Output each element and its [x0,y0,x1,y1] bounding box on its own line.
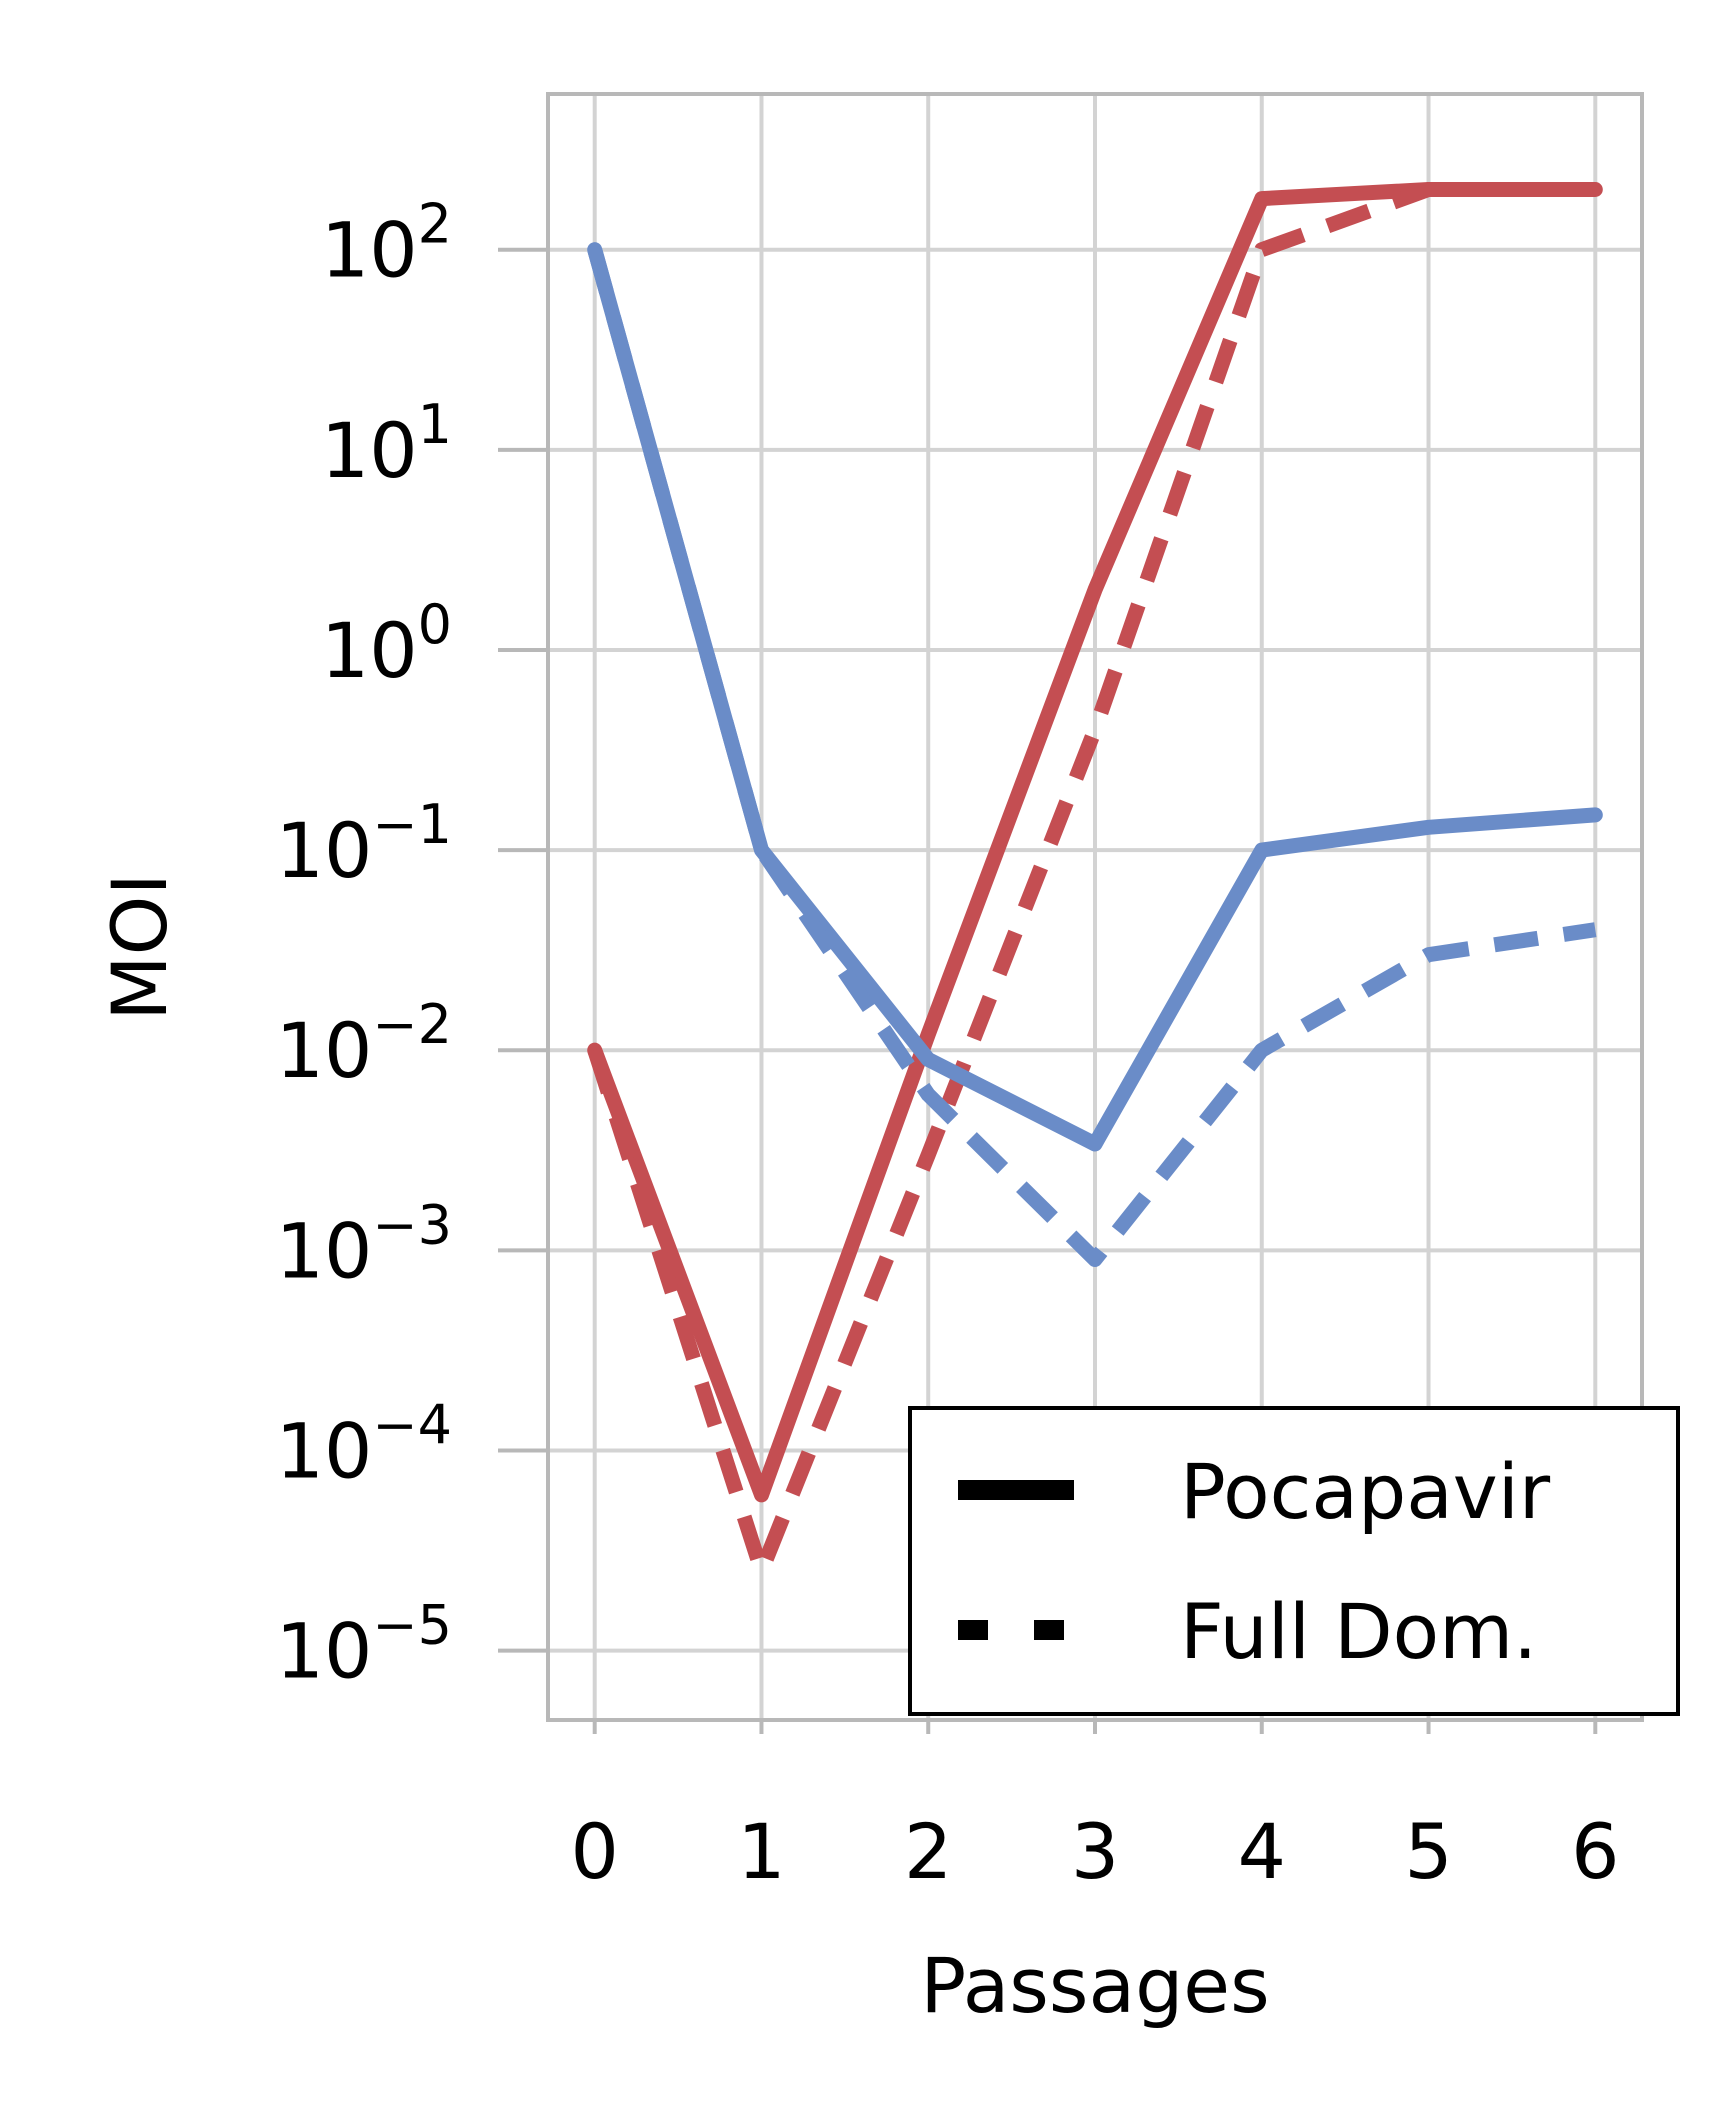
y-tick-exponent: 2 [418,193,452,256]
x-tick-label: 6 [1571,1807,1619,1896]
y-tick-base: 10 [276,1006,373,1095]
y-tick-exponent: −5 [372,1594,452,1657]
y-tick-base: 10 [276,1406,373,1495]
y-tick-label: 10−5 [276,1594,452,1696]
x-tick-label: 4 [1238,1807,1286,1896]
legend-label-full-dom: Full Dom. [1180,1587,1537,1676]
y-tick-base: 10 [276,806,373,895]
legend: Pocapavir Full Dom. [908,1406,1680,1716]
x-tick-label: 5 [1404,1807,1452,1896]
y-tick-exponent: −1 [372,793,452,856]
y-tick-exponent: 1 [418,393,452,456]
y-tick-label: 101 [321,393,452,495]
axis-ticks [498,247,1598,1734]
y-tick-exponent: −2 [372,993,452,1056]
y-tick-exponent: −4 [372,1393,452,1456]
series-line-2 [587,242,1603,1152]
grid-lines [548,94,1642,1720]
y-tick-label: 10−2 [276,993,452,1095]
y-tick-label: 10−3 [276,1193,452,1295]
y-tick-base: 10 [276,1206,373,1295]
y-tick-exponent: 0 [418,593,452,656]
x-tick-label: 3 [1071,1807,1119,1896]
y-tick-base: 10 [321,206,418,295]
series-line-3 [587,247,1597,1267]
y-axis-label: MOI [95,873,184,1021]
x-tick-label: 0 [571,1807,619,1896]
legend-box [908,1406,1680,1716]
series-line-1 [587,182,1596,1579]
y-tick-label: 10−4 [276,1393,452,1495]
y-tick-base: 10 [321,606,418,695]
y-tick-base: 10 [321,406,418,495]
x-tick-label: 2 [904,1807,952,1896]
y-tick-label: 102 [321,193,452,295]
y-tick-label: 100 [321,593,452,695]
x-axis-label: Passages [920,1941,1269,2030]
x-tick-label: 1 [737,1807,785,1896]
y-tick-base: 10 [276,1607,373,1696]
legend-label-pocapavir: Pocapavir [1180,1447,1551,1536]
y-tick-exponent: −3 [372,1193,452,1256]
series-lines [587,182,1603,1579]
y-tick-label: 10−1 [276,793,452,895]
